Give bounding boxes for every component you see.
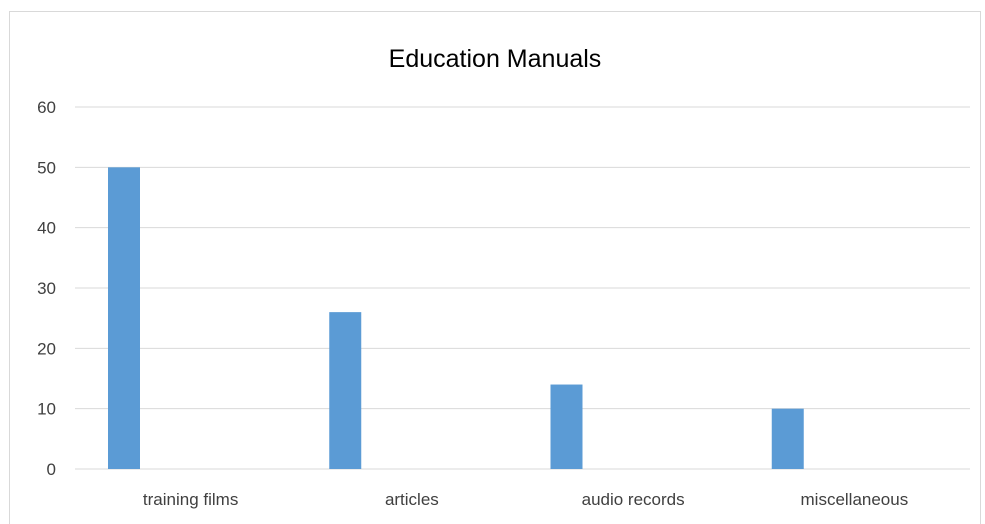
x-axis-categories: training films articles audio records misce… [143,490,908,509]
x-category-label: articles [385,490,439,509]
y-tick-label: 50 [37,158,56,177]
y-axis-ticks: 0 10 20 30 40 50 60 [37,98,56,479]
y-tick-label: 20 [37,339,56,358]
y-tick-label: 60 [37,98,56,117]
chart-title: Education Manuals [389,45,602,73]
x-category-label: training films [143,490,238,509]
y-tick-label: 10 [37,400,56,419]
bars [108,167,804,470]
bar-audio-records [550,384,583,469]
bar-training-films [108,167,140,470]
y-tick-label: 30 [37,279,56,298]
chart-frame [9,11,981,524]
y-tick-label: 40 [37,219,56,238]
bar-articles [329,312,362,469]
bar-miscellaneous [771,408,804,469]
x-category-label: audio records [582,490,685,509]
grid-lines [75,106,970,470]
x-category-label: miscellaneous [801,490,909,509]
y-tick-label: 0 [47,460,56,479]
